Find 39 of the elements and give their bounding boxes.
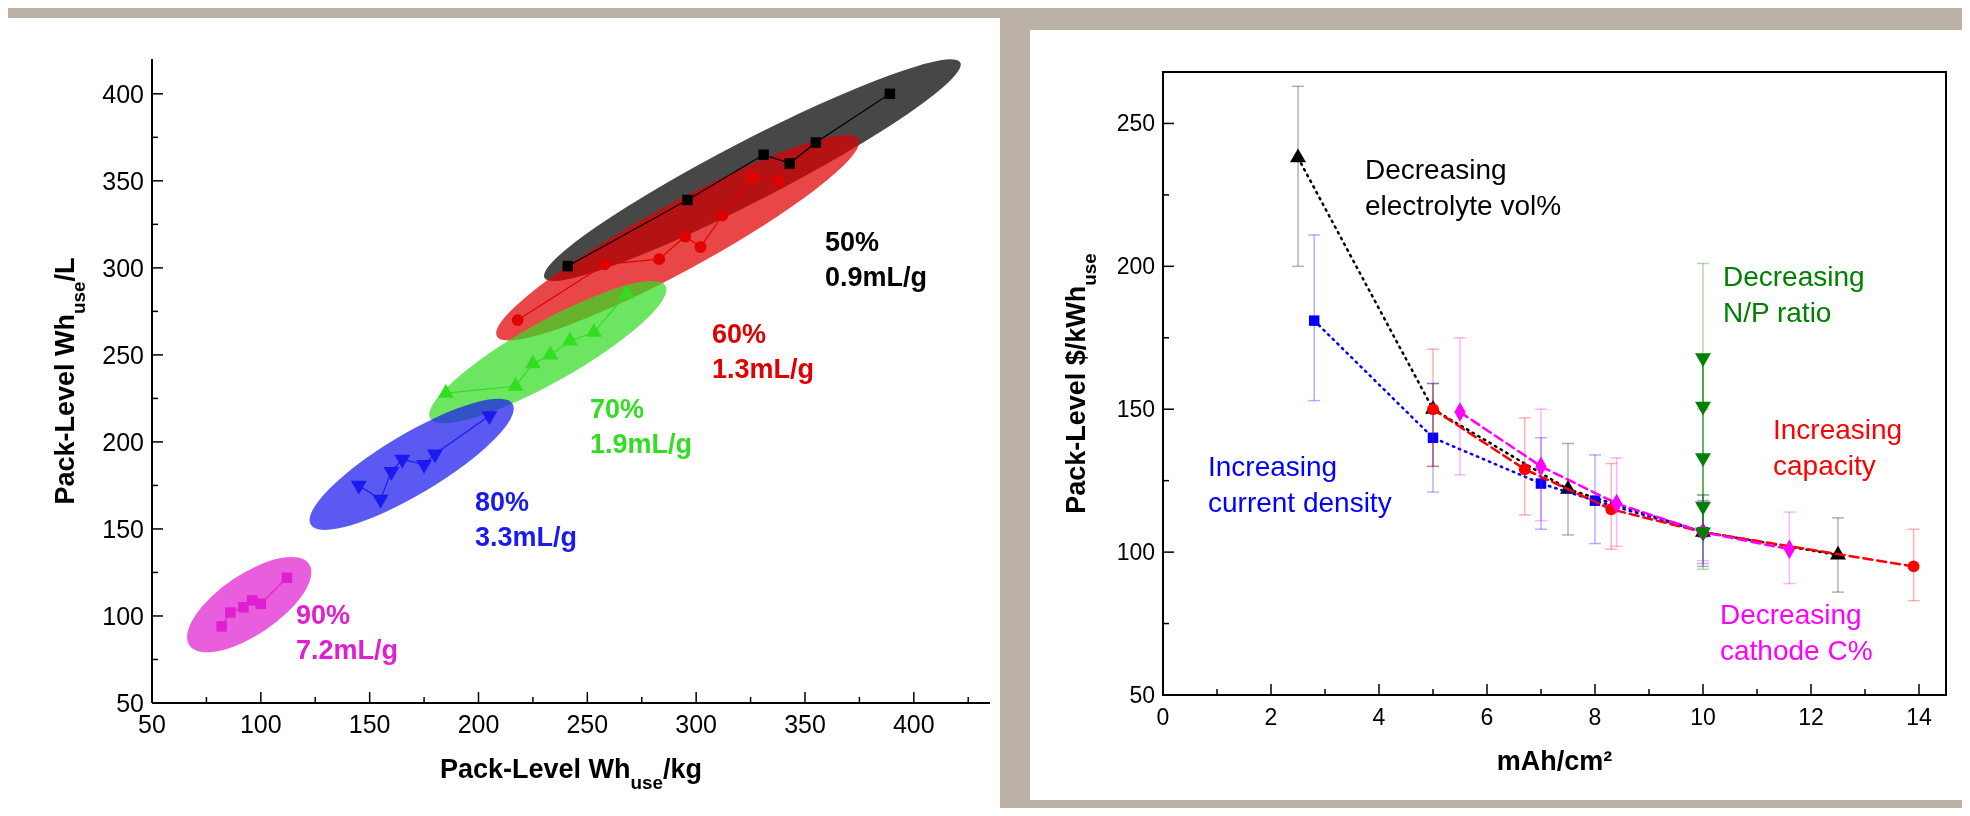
x-tick-label: 6 — [1480, 704, 1494, 730]
x-tick-label: 14 — [1906, 704, 1932, 730]
text: 60% 1.3mL/g — [712, 319, 815, 385]
x-tick-label: 4 — [1372, 704, 1386, 730]
x-tick-label: 200 — [457, 710, 500, 738]
series-label: Decreasing electrolyte vol% — [1365, 154, 1562, 222]
series-label: 90% 7.2mL/g — [296, 600, 399, 666]
y-tick-label: 350 — [102, 166, 144, 195]
y-tick-label: 250 — [1116, 110, 1155, 137]
y-tick-label: 50 — [1129, 682, 1155, 709]
y-tick-label: 100 — [1116, 539, 1155, 566]
x-tick-label: 0 — [1156, 704, 1170, 730]
y-tick-label: 300 — [102, 253, 144, 282]
x-tick-label: 300 — [675, 710, 718, 738]
x-tick-label: 350 — [784, 710, 826, 738]
y-tick-label: 150 — [1116, 396, 1155, 423]
x-tick-label: 250 — [566, 710, 609, 738]
text: 50% 0.9mL/g — [825, 227, 928, 293]
series-label: Increasing current density — [1208, 451, 1392, 519]
series-label: Decreasing N/P ratio — [1723, 261, 1865, 329]
x-tick-label: 12 — [1798, 704, 1824, 730]
y-tick-label: 250 — [102, 340, 144, 369]
y-tick-label: 400 — [102, 79, 144, 108]
text: Decreasing cathode C% — [1720, 599, 1873, 667]
y-tick-label: 200 — [1116, 253, 1155, 280]
series-label: 70% 1.9mL/g — [590, 394, 693, 460]
x-tick-label: 100 — [239, 710, 282, 738]
y-tick-label: 150 — [102, 514, 144, 543]
x-tick-label: 150 — [348, 710, 391, 738]
text: Increasing capacity — [1773, 414, 1903, 482]
x-axis-title: Pack-Level Wh$_{use}$/kg — [439, 754, 703, 793]
x-tick-label: 2 — [1264, 704, 1278, 730]
y-tick-label: 200 — [102, 427, 144, 456]
x-tick-label: 10 — [1690, 704, 1716, 730]
series-label: 80% 3.3mL/g — [475, 487, 578, 553]
x-tick-label: 400 — [892, 710, 935, 738]
x-axis-title: mAh/cm² — [1496, 746, 1613, 776]
y-tick-label: 100 — [102, 601, 144, 630]
x-tick-label: 8 — [1588, 704, 1602, 730]
